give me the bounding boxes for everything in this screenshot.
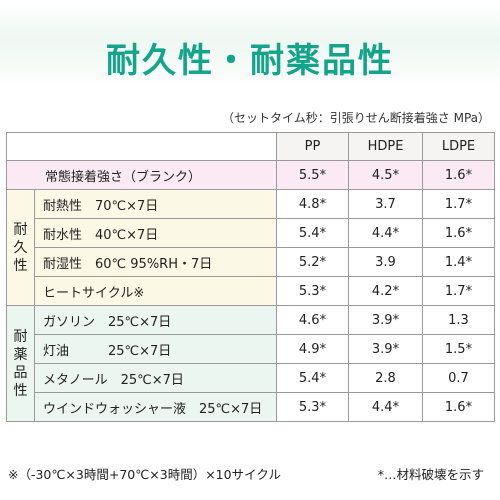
- row-label: 常態接着強さ（ブランク）: [6, 160, 277, 190]
- table-row: ウインドウォッシャー液 25℃×7日 5.3* 4.4* 1.6*: [7, 392, 495, 422]
- cell-value: 1.4*: [422, 247, 495, 277]
- table-row-blank: 常態接着強さ（ブランク） 5.5* 4.5* 1.6*: [6, 160, 495, 190]
- group-label-durability: 耐久性: [6, 189, 35, 306]
- row-label: 耐水性 40℃×7日: [34, 218, 277, 248]
- cell-value: 3.9*: [348, 305, 423, 335]
- cell-value: 1.6*: [422, 218, 495, 248]
- cell-value: 4.9*: [276, 334, 349, 364]
- cell-value: 1.7*: [422, 189, 495, 219]
- cell-value: 1.5*: [422, 334, 495, 364]
- header-band: [0, 0, 500, 90]
- cell-value: 4.6*: [276, 305, 349, 335]
- cell-value: 4.5*: [348, 160, 423, 190]
- row-label: ウインドウォッシャー液 25℃×7日: [34, 392, 277, 422]
- cell-value: 2.8: [348, 363, 423, 393]
- cell-value: 4.4*: [348, 392, 423, 422]
- cell-value: 3.7: [348, 189, 423, 219]
- cell-value: 5.4*: [276, 218, 349, 248]
- row-label: ヒートサイクル※: [34, 276, 277, 306]
- col-header-pp: PP: [276, 132, 349, 161]
- table-row: ヒートサイクル※ 5.3* 4.2* 1.7*: [7, 276, 495, 306]
- cell-value: 5.3*: [276, 392, 349, 422]
- cell-value: 1.6*: [422, 160, 495, 190]
- row-label: メタノール 25℃×7日: [34, 363, 277, 393]
- cell-value: 4.8*: [276, 189, 349, 219]
- table-row: 灯油 25℃×7日 4.9* 3.9* 1.5*: [7, 334, 495, 364]
- col-header-ldpe: LDPE: [422, 132, 495, 161]
- footnote-material-failure: *…材料破壊を示す: [377, 467, 484, 482]
- cell-value: 5.2*: [276, 247, 349, 277]
- cell-value: 5.4*: [276, 363, 349, 393]
- table-row: 耐薬品性 ガソリン 25℃×7日 4.6* 3.9* 1.3: [6, 305, 495, 422]
- group-label-text: 耐久性: [13, 221, 28, 274]
- cell-value: 5.3*: [276, 276, 349, 306]
- cell-value: 1.6*: [422, 392, 495, 422]
- group-label-chemical: 耐薬品性: [6, 305, 35, 422]
- col-header-hdpe: HDPE: [348, 132, 423, 161]
- cell-value: 4.4*: [348, 218, 423, 248]
- header-blank-cell: [6, 132, 277, 161]
- results-table: PP HDPE LDPE 常態接着強さ（ブランク） 5.5* 4.5* 1.6*…: [6, 132, 495, 422]
- header-row: PP HDPE LDPE: [6, 132, 495, 161]
- cell-value: 5.5*: [276, 160, 349, 190]
- page-title: 耐久性・耐薬品性: [106, 41, 394, 81]
- cell-value: 1.7*: [422, 276, 495, 306]
- cell-value: 1.3: [422, 305, 495, 335]
- table-row: 耐久性 耐熱性 70℃×7日 4.8* 3.7 1.7*: [6, 189, 495, 306]
- row-label: 耐熱性 70℃×7日: [34, 189, 277, 219]
- group-label-text: 耐薬品性: [13, 328, 28, 399]
- cell-value: 4.2*: [348, 276, 423, 306]
- table-row: 耐湿性 60℃ 95%RH・7日 5.2* 3.9 1.4*: [7, 247, 495, 277]
- cell-value: 3.9: [348, 247, 423, 277]
- row-label: ガソリン 25℃×7日: [34, 305, 277, 335]
- cell-value: 3.9*: [348, 334, 423, 364]
- row-label: 耐湿性 60℃ 95%RH・7日: [34, 247, 277, 277]
- cell-value: 0.7: [422, 363, 495, 393]
- table-row: メタノール 25℃×7日 5.4* 2.8 0.7: [7, 363, 495, 393]
- row-label: 灯油 25℃×7日: [34, 334, 277, 364]
- unit-note: （セットタイム秒：引張りせん断接着強さ MPa）: [222, 111, 490, 125]
- footnote-heat-cycle: ※（-30℃×3時間+70℃×3時間）×10サイクル: [8, 467, 281, 482]
- table-row: 耐水性 40℃×7日 5.4* 4.4* 1.6*: [7, 218, 495, 248]
